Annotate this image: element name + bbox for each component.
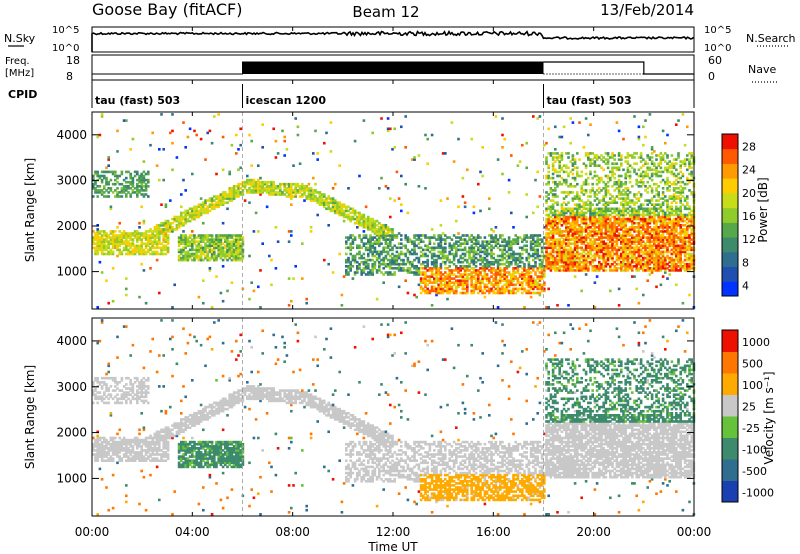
frequency-panel: Freq. [MHz] 18 8 60 0 Nave — [5, 54, 777, 83]
nave-label: Nave — [748, 63, 776, 76]
velocity-colorbar: 1000 500 100 25 -25 -100 -500 -1000 — [721, 329, 774, 503]
colorbar-tick-label: -25 — [742, 422, 760, 435]
date-title: 13/Feb/2014 — [600, 1, 694, 19]
y-tick-label: 1000 — [56, 471, 87, 485]
freq-left-label-line2: [MHz] — [5, 68, 34, 79]
x-tick-label: 20:00 — [576, 525, 611, 539]
power-panel: 4000 3000 2000 1000 Slant Range [km] — [23, 111, 696, 310]
x-tick-label: 16:00 — [476, 525, 511, 539]
colorbar-tick-label: 8 — [742, 256, 749, 269]
cpid-label: CPID — [8, 88, 37, 101]
velocity-panel: 4000 3000 2000 1000 Slant Range [km] — [23, 317, 696, 517]
y-tick-label: 4000 — [56, 128, 87, 142]
noise-panel: N.Sky 10^5 10^0 10^5 10^0 N.Search — [4, 25, 796, 54]
time-axis: 00:00 04:00 08:00 12:00 16:00 20:00 00:00 — [75, 27, 712, 539]
noise-left-label: N.Sky — [4, 32, 36, 45]
colorbar-tick-label: 20 — [742, 187, 756, 200]
freq-right-tick-top: 60 — [708, 54, 722, 67]
station-title: Goose Bay (fitACF) — [92, 0, 242, 19]
colorbar-tick-label: 4 — [742, 279, 749, 292]
colorbar-tick-label: 12 — [742, 233, 756, 246]
colorbar-tick-label: 500 — [742, 357, 763, 370]
freq-right-tick-bottom: 0 — [708, 70, 715, 83]
power-colorbar: 28 24 20 16 12 8 4 — [721, 133, 756, 297]
colorbar-tick-label: 28 — [742, 141, 756, 154]
freq-left-label-line1: Freq. — [5, 56, 30, 67]
noise-left-tick-bottom: 10^0 — [52, 43, 79, 54]
y-tick-label: 1000 — [56, 265, 87, 279]
beam-title: Beam 12 — [352, 3, 419, 21]
freq-left-tick-bottom: 8 — [66, 70, 73, 83]
x-tick-label: 00:00 — [677, 525, 712, 539]
noise-right-tick-bottom: 10^0 — [704, 43, 731, 54]
y-tick-label: 2000 — [56, 426, 87, 440]
cpid-segment-label: icescan 1200 — [246, 94, 327, 107]
y-tick-label: 4000 — [56, 334, 87, 348]
noise-right-tick-top: 10^5 — [704, 25, 731, 36]
x-tick-label: 08:00 — [275, 525, 310, 539]
power-colorbar-label: Power [dB] — [756, 177, 770, 242]
power-ylabel: Slant Range [km] — [23, 158, 37, 262]
freq-left-tick-top: 18 — [66, 54, 80, 67]
colorbar-tick-label: 16 — [742, 210, 756, 223]
cpid-segment-label: tau (fast) 503 — [547, 94, 632, 107]
colorbar-tick-label: -500 — [742, 465, 767, 478]
noise-right-label: N.Search — [746, 32, 796, 45]
colorbar-tick-label: -1000 — [742, 486, 774, 499]
velocity-colorbar-label: Velocity [m s⁻¹] — [762, 371, 776, 464]
noise-left-tick-top: 10^5 — [52, 25, 79, 36]
x-tick-label: 12:00 — [376, 525, 411, 539]
colorbar-tick-label: 1000 — [742, 336, 770, 349]
colorbar-tick-label: 100 — [742, 379, 763, 392]
x-axis-label: Time UT — [367, 540, 418, 554]
colorbar-tick-label: -100 — [742, 443, 767, 456]
x-tick-label: 00:00 — [75, 525, 110, 539]
noise-trace — [91, 29, 694, 52]
velocity-ylabel: Slant Range [km] — [23, 365, 37, 469]
cpid-panel: CPID tau (fast) 503 icescan 1200 tau (fast… — [8, 84, 695, 108]
colorbar-tick-label: 25 — [742, 400, 756, 413]
y-tick-label: 2000 — [56, 219, 87, 233]
x-tick-label: 04:00 — [175, 525, 210, 539]
cpid-segment-label: tau (fast) 503 — [95, 94, 180, 107]
colorbar-tick-label: 24 — [742, 164, 756, 177]
y-tick-label: 3000 — [56, 173, 87, 187]
frequency-trace — [92, 61, 694, 75]
y-tick-label: 3000 — [56, 380, 87, 394]
